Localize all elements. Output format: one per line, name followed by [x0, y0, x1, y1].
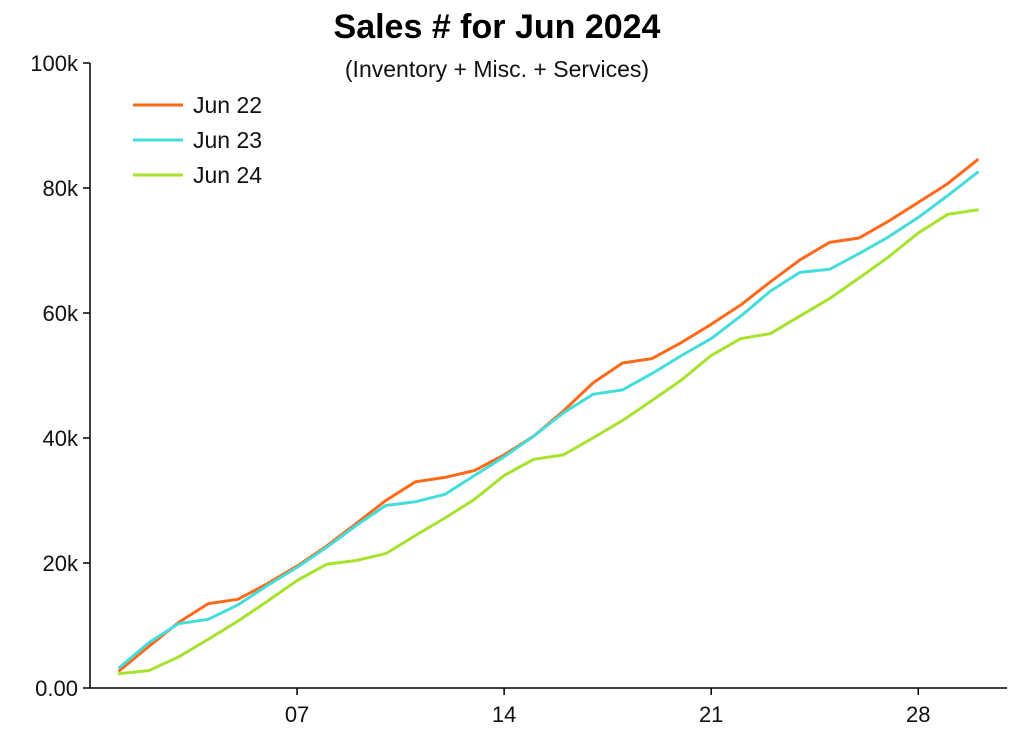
- x-tick-label: 21: [699, 702, 723, 727]
- legend-label: Jun 24: [193, 162, 262, 188]
- series-line-jun-23: [118, 170, 979, 669]
- y-tick-label: 100k: [30, 51, 79, 76]
- y-tick-label: 0.00: [35, 676, 78, 701]
- y-tick-label: 40k: [43, 426, 79, 451]
- plot-series: [118, 158, 979, 676]
- x-tick-label: 14: [492, 702, 516, 727]
- legend: Jun 22 Jun 23 Jun 24: [133, 92, 262, 188]
- y-tick-label: 80k: [43, 176, 79, 201]
- series-line-jun-24: [118, 208, 979, 676]
- y-axis-ticks: 0.00 20k 40k 60k 80k 100k: [30, 51, 90, 701]
- x-axis-ticks: 07 14 21 28: [285, 688, 931, 727]
- chart-title: Sales # for Jun 2024: [334, 8, 661, 46]
- y-tick-label: 20k: [43, 551, 79, 576]
- x-tick-label: 28: [906, 702, 930, 727]
- series-line-jun-22: [118, 158, 979, 672]
- axes: [89, 63, 1007, 689]
- x-tick-label: 07: [285, 702, 309, 727]
- legend-label: Jun 22: [193, 92, 262, 118]
- chart-subtitle: (Inventory + Misc. + Services): [345, 56, 649, 82]
- legend-label: Jun 23: [193, 127, 262, 153]
- y-tick-label: 60k: [43, 301, 79, 326]
